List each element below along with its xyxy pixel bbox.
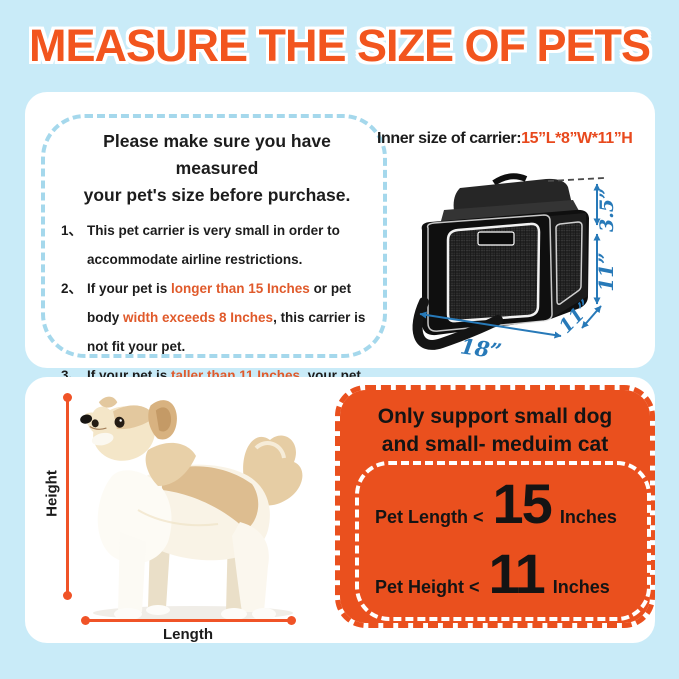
carrier-bag bbox=[412, 173, 589, 350]
depth-arrow bbox=[581, 305, 602, 329]
brand-badge bbox=[477, 231, 515, 246]
item-text: This pet carrier is very small in order … bbox=[87, 223, 340, 268]
height-label: Height bbox=[43, 470, 61, 517]
measure-dot bbox=[81, 616, 90, 625]
notice-heading-line1: Please make sure you have measured bbox=[103, 131, 331, 179]
puppy-nose bbox=[80, 414, 93, 424]
puppy-chest bbox=[97, 470, 172, 564]
reference-dashed-line bbox=[547, 177, 605, 182]
measure-dot bbox=[287, 616, 296, 625]
notice-heading: Please make sure you have measured your … bbox=[61, 128, 373, 209]
pet-length-row: Pet Length < 15 Inches bbox=[375, 471, 647, 535]
length-measure-line bbox=[85, 619, 291, 622]
pet-size-card: Height Length Only support small dog and… bbox=[25, 377, 655, 643]
dimension-label-expansion: 3.5” bbox=[596, 188, 618, 232]
height-measure-line bbox=[66, 397, 69, 595]
item-number: 2、 bbox=[61, 281, 83, 297]
measure-dot bbox=[63, 591, 72, 600]
inner-size-line: Inner size of carrier:15”L*8”W*11”H bbox=[377, 130, 653, 148]
notice-heading-line2: your pet's size before purchase. bbox=[83, 185, 351, 206]
inner-size-value: 15”L*8”W*11”H bbox=[521, 130, 633, 147]
pet-length-label: Pet Length < bbox=[375, 506, 484, 527]
list-item: 1、 This pet carrier is very small in ord… bbox=[61, 216, 373, 274]
support-title-line1: Only support small dog bbox=[377, 405, 613, 428]
length-arrow bbox=[419, 311, 562, 339]
carrier-handle bbox=[492, 173, 528, 186]
pet-height-row: Pet Height < 11 Inches bbox=[375, 541, 647, 605]
pet-length-unit: Inches bbox=[559, 506, 617, 527]
pet-length-value: 15 bbox=[492, 471, 553, 535]
pet-height-value: 11 bbox=[488, 541, 546, 605]
dimension-label-height: 11” bbox=[594, 252, 618, 291]
measure-dot bbox=[63, 393, 72, 402]
length-label: Length bbox=[163, 626, 213, 643]
side-mesh-panel bbox=[555, 221, 583, 305]
support-title-line2: and small- meduim cat bbox=[381, 433, 609, 457]
measure-notice-card: Please make sure you have measured your … bbox=[25, 92, 655, 412]
inner-size-label: Inner size of carrier: bbox=[377, 130, 522, 147]
item-text: If your pet is longer than 15 Inches or … bbox=[87, 281, 366, 355]
puppy-photo bbox=[80, 396, 303, 620]
page-title: MEASURE THE SIZE OF PETS bbox=[28, 20, 651, 71]
pet-height-unit: Inches bbox=[552, 576, 610, 597]
carrier-illustration: 3.5” 11” 11” 18” bbox=[412, 173, 618, 364]
notice-dashed-frame: Please make sure you have measured your … bbox=[41, 114, 387, 412]
limits-dashed-box: Pet Length < 15 Inches Pet Height < 11 I… bbox=[355, 461, 651, 621]
puppy-head bbox=[80, 396, 177, 461]
puppy-eye bbox=[114, 416, 125, 428]
dimension-label-length: 18” bbox=[459, 333, 503, 364]
dimension-annotations bbox=[419, 177, 605, 339]
support-panel: Only support small dog and small- meduim… bbox=[335, 385, 655, 628]
pet-height-label: Pet Height < bbox=[375, 576, 480, 597]
support-title: Only support small dog and small- meduim… bbox=[340, 403, 650, 460]
list-item: 2、 If your pet is longer than 15 Inches … bbox=[61, 274, 373, 361]
item-number: 1、 bbox=[61, 223, 83, 239]
